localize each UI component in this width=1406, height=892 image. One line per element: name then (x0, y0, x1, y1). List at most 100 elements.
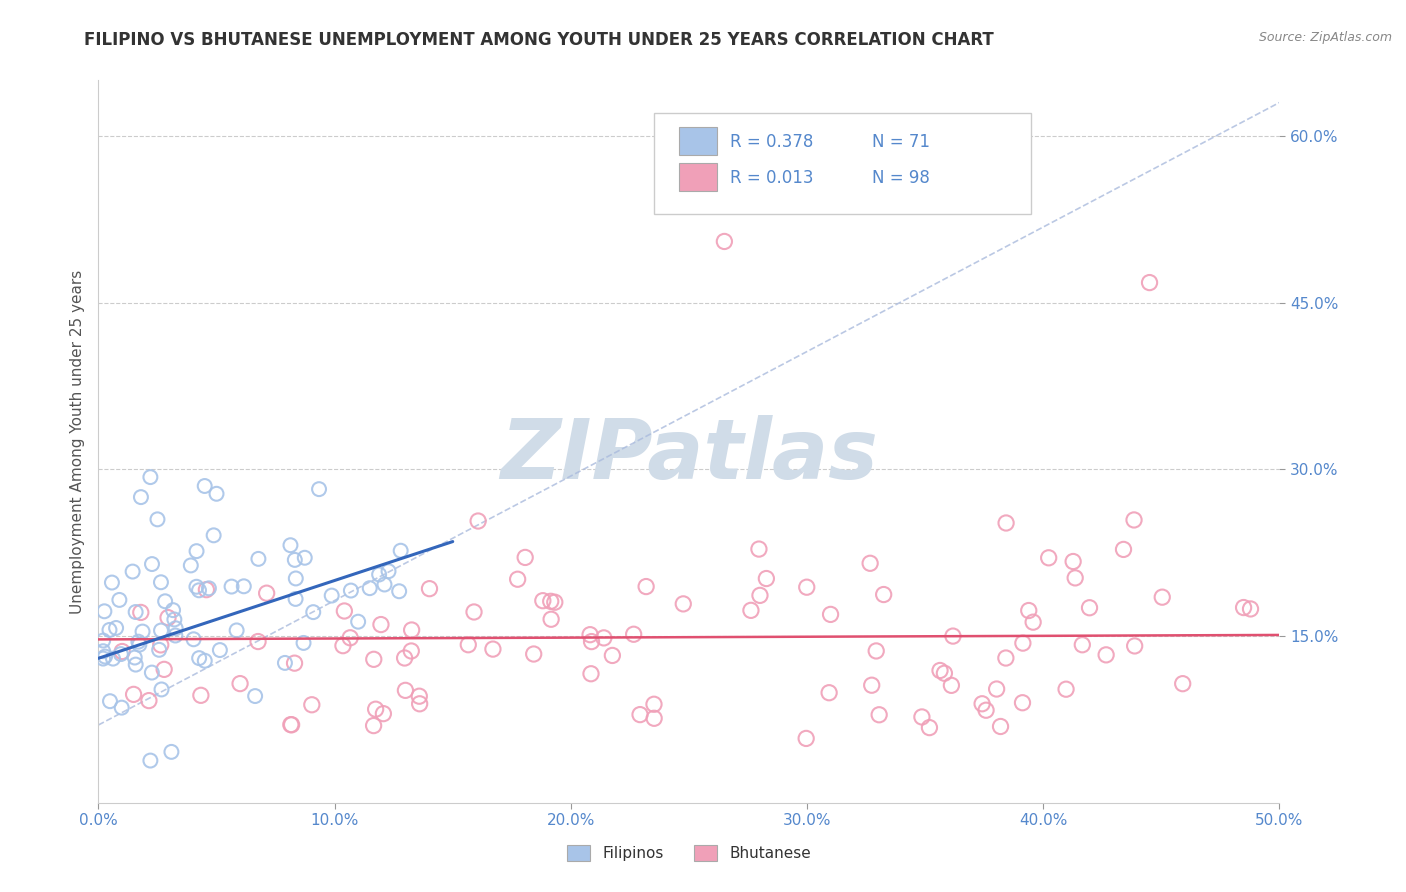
Point (183, 632, 205, 647)
Point (467, 514, 489, 528)
Point (294, 550, 316, 565)
Point (581, 634, 603, 648)
Point (111, 700, 134, 714)
Point (141, 665, 163, 680)
Point (149, 575, 172, 590)
Point (363, 718, 385, 732)
Text: R = 0.378: R = 0.378 (730, 133, 814, 151)
Point (93, 604, 115, 618)
Point (180, 558, 202, 573)
Point (1071, 638, 1094, 652)
Point (108, 593, 131, 607)
Point (150, 682, 173, 697)
Point (139, 470, 162, 484)
Point (125, 657, 148, 672)
Point (359, 581, 381, 595)
Point (540, 594, 562, 608)
Point (339, 631, 361, 645)
Point (918, 721, 941, 735)
Point (994, 651, 1017, 665)
Text: N = 71: N = 71 (872, 133, 929, 151)
Point (579, 666, 602, 681)
Point (160, 745, 183, 759)
Point (911, 710, 934, 724)
Point (672, 597, 695, 611)
Point (628, 707, 651, 722)
Point (868, 707, 890, 722)
Point (363, 652, 385, 666)
Point (247, 634, 270, 648)
Point (208, 643, 231, 657)
Point (139, 754, 162, 768)
Point (860, 678, 883, 692)
Point (602, 648, 624, 663)
Point (872, 588, 894, 602)
Point (98, 694, 121, 708)
Text: N = 98: N = 98 (872, 169, 929, 186)
Point (321, 589, 343, 603)
Point (523, 647, 546, 661)
Point (1123, 639, 1146, 653)
Text: FILIPINO VS BHUTANESE UNEMPLOYMENT AMONG YOUTH UNDER 25 YEARS CORRELATION CHART: FILIPINO VS BHUTANESE UNEMPLOYMENT AMONG… (84, 31, 994, 49)
Text: ZIPatlas: ZIPatlas (501, 416, 877, 497)
Point (194, 654, 217, 668)
Point (190, 689, 212, 703)
Point (101, 575, 124, 590)
Point (157, 610, 180, 624)
Point (643, 698, 665, 712)
Point (232, 579, 254, 593)
Point (340, 583, 363, 598)
Point (284, 553, 307, 567)
Point (284, 571, 307, 585)
Point (229, 676, 252, 690)
Point (105, 621, 128, 635)
Point (302, 605, 325, 619)
Point (150, 624, 173, 638)
Point (408, 697, 430, 711)
Point (186, 580, 208, 594)
Point (1152, 590, 1174, 604)
FancyBboxPatch shape (654, 112, 1032, 214)
Point (243, 689, 266, 703)
Point (1062, 554, 1084, 568)
Point (165, 621, 187, 635)
Point (740, 603, 762, 617)
Point (370, 617, 392, 632)
Point (256, 586, 278, 600)
Point (623, 627, 645, 641)
Point (283, 656, 305, 670)
Point (1038, 550, 1060, 565)
Point (1011, 696, 1033, 710)
Point (148, 643, 170, 657)
Point (129, 606, 152, 620)
Point (636, 580, 658, 594)
Point (389, 543, 412, 558)
Point (153, 662, 176, 676)
Point (515, 550, 537, 565)
Point (280, 718, 302, 732)
Point (942, 629, 965, 643)
Point (941, 678, 963, 692)
Point (377, 564, 399, 578)
Point (163, 613, 186, 627)
Point (138, 693, 160, 707)
Point (1095, 648, 1118, 662)
Point (364, 702, 387, 716)
Point (544, 595, 567, 609)
Point (934, 666, 956, 681)
Point (1022, 615, 1045, 629)
Point (540, 612, 562, 626)
Point (748, 542, 770, 557)
Point (162, 603, 184, 617)
Point (986, 681, 1008, 696)
Point (1018, 603, 1040, 617)
Point (153, 594, 176, 608)
FancyBboxPatch shape (679, 163, 717, 191)
Point (347, 615, 370, 629)
Point (188, 651, 211, 665)
Point (98, 623, 121, 637)
Point (749, 588, 772, 602)
Point (101, 651, 124, 665)
Point (121, 565, 143, 579)
Point (1123, 513, 1146, 527)
